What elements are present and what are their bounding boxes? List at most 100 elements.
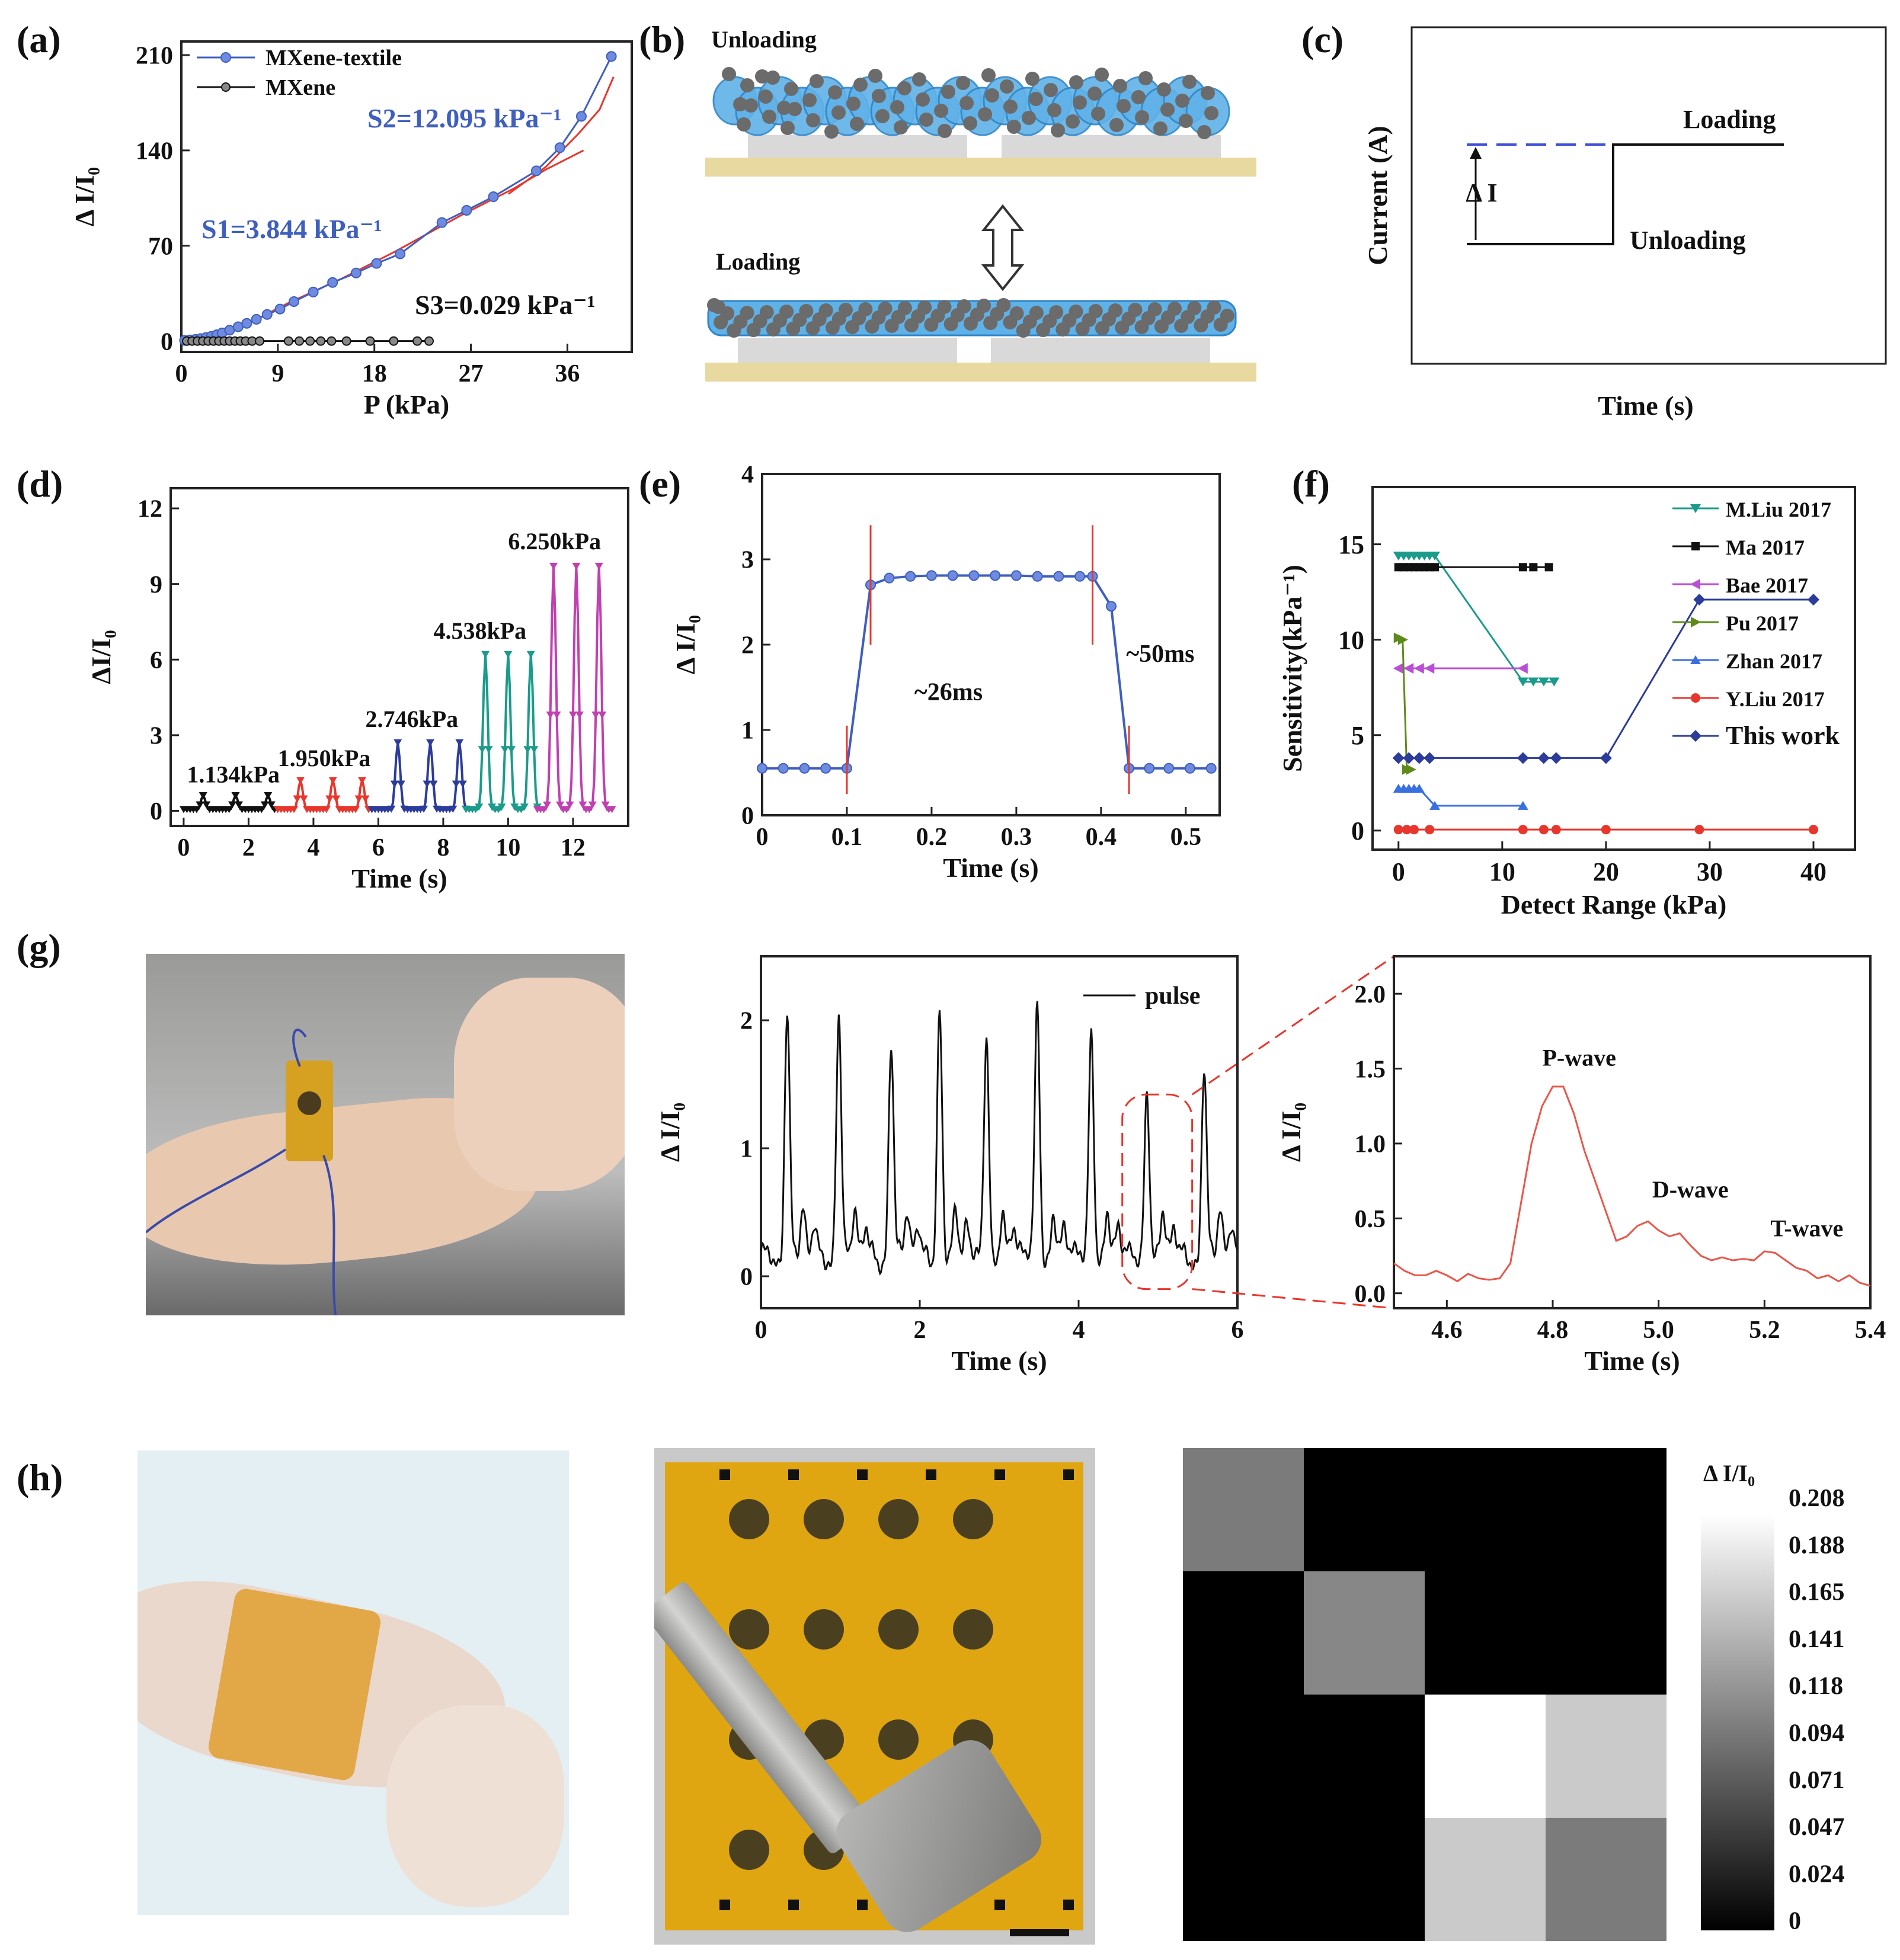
point-response (905, 571, 916, 582)
x-tick-label: 5.2 (1749, 1317, 1780, 1344)
mxene-particle (759, 89, 773, 104)
contact-pad (1063, 1469, 1074, 1480)
point-response (947, 570, 958, 581)
panel-label-h: (h) (17, 1456, 63, 1498)
point-response (1032, 571, 1043, 582)
marker-1.134kPa (225, 806, 233, 814)
marker-2.746kPa (449, 805, 458, 813)
point-mxene-textile (241, 318, 252, 329)
photo-wrist-sensor (146, 954, 625, 1315)
marker-6.250kPa (539, 806, 548, 814)
mxene-particle (1025, 72, 1039, 86)
marker-6.250kPa (543, 801, 552, 809)
x-tick-label: 0.2 (916, 824, 948, 851)
annotation-d-wave: D-wave (1652, 1176, 1729, 1203)
x-axis-label: Time (s) (951, 1346, 1047, 1376)
marker-Y.Liu 2017 (1518, 825, 1528, 835)
point-mxene-textile (575, 111, 587, 122)
point-mxene (295, 336, 305, 346)
mxene-particle (788, 102, 802, 116)
electrode-top-left (748, 135, 967, 158)
point-mxene-textile (606, 51, 617, 62)
sensor-pad (804, 1609, 844, 1650)
x-tick-label: 4 (1073, 1317, 1085, 1344)
x-tick-label: 0.4 (1086, 824, 1117, 851)
mxene-particle (1108, 303, 1123, 318)
contact-pad (926, 1469, 936, 1480)
plot-frame (1371, 486, 1856, 851)
x-axis-label: P (kPa) (364, 389, 449, 419)
x-tick-label: 0 (175, 360, 188, 387)
legend-label-Bae 2017: Bae 2017 (1726, 574, 1808, 597)
colorbar-label: Δ I/I₀ (1703, 1460, 1755, 1487)
x-tick-label: 4.8 (1537, 1317, 1569, 1344)
marker-This work (1424, 752, 1436, 764)
x-tick-label: 0 (177, 834, 190, 861)
x-tick-label: 10 (495, 834, 520, 861)
colorbar-tick-label: 0.118 (1789, 1673, 1843, 1700)
mxene-particle (897, 81, 911, 95)
x-tick-label: 10 (1489, 857, 1515, 886)
marker-2.746kPa (458, 780, 467, 788)
marker-Y.Liu 2017 (1425, 825, 1435, 835)
panel-label-g: (g) (17, 926, 61, 968)
mxene-particle (1204, 106, 1218, 120)
point-response (1053, 571, 1064, 582)
x-axis-label: Time (s) (351, 863, 447, 893)
panel-label-f: (f) (1292, 463, 1330, 505)
y-axis-label: ΔI/I₀ (86, 630, 116, 684)
heatmap-cell (1183, 1695, 1304, 1818)
marker-6.250kPa (565, 801, 574, 809)
marker-1.134kPa (264, 792, 273, 799)
series-Pu 2017 (1398, 637, 1411, 771)
pressure-label: 1.950kPa (278, 745, 371, 771)
marker-6.250kPa (585, 806, 594, 814)
annotation-s2: S2=12.095 kPa⁻¹ (367, 103, 562, 133)
x-tick-label: 27 (459, 360, 484, 387)
marker-Y.Liu 2017 (1808, 825, 1818, 835)
sensor-pad (729, 1830, 769, 1870)
series-pulse (760, 1001, 1239, 1276)
contact-pad (994, 1900, 1005, 1910)
marker-1.134kPa (234, 801, 243, 809)
series-2.746kPa (372, 742, 468, 811)
mxene-particle (818, 303, 833, 318)
y-tick-label: 1 (740, 1136, 753, 1163)
panel-label-c: (c) (1301, 18, 1344, 60)
x-axis-label: Time (s) (943, 853, 1038, 883)
sensor-pad (878, 1609, 919, 1650)
colorbar-tick-label: 0.208 (1789, 1485, 1845, 1512)
mxene-particle (1197, 125, 1211, 139)
mxene-particle (1187, 301, 1202, 315)
x-axis-label: Time (s) (1584, 1346, 1680, 1376)
mxene-particle (1147, 302, 1162, 316)
mxene-particle (762, 110, 776, 124)
marker-1.950kPa (358, 777, 367, 784)
mxene-particle (1135, 110, 1149, 124)
mxene-particle (802, 93, 817, 107)
heatmap-cell (1546, 1448, 1667, 1571)
mxene-particle (846, 97, 861, 111)
x-tick-label: 30 (1697, 857, 1723, 886)
mxene-particle (977, 299, 991, 313)
mxene-particle (722, 67, 736, 81)
contact-pad (1063, 1900, 1074, 1910)
chart-f: 0 10 20 30 40 0 5 10 15 Detect Range (kPa) Sensiti… (1277, 486, 1856, 920)
legend-label-Pu 2017: Pu 2017 (1726, 611, 1799, 635)
plot-frame (169, 487, 629, 827)
x-tick-label: 0 (1392, 857, 1405, 886)
mxene-particle (1095, 68, 1109, 82)
mxene-particle (759, 305, 774, 319)
marker-4.538kPa (507, 746, 516, 754)
mxene-particle (912, 72, 926, 87)
contact-pad (719, 1469, 730, 1480)
annotation-p-wave: P-wave (1542, 1045, 1616, 1071)
y-axis-label: Δ I/I₀ (1276, 1103, 1306, 1162)
marker-M.Liu 2017 (1429, 551, 1441, 561)
x-tick-label: 4 (307, 834, 319, 861)
point-response (778, 763, 789, 774)
mxene-particle (1069, 75, 1083, 89)
marker-This work (1807, 594, 1819, 606)
sensor-pad (878, 1719, 919, 1760)
mxene-particle (1073, 95, 1087, 110)
